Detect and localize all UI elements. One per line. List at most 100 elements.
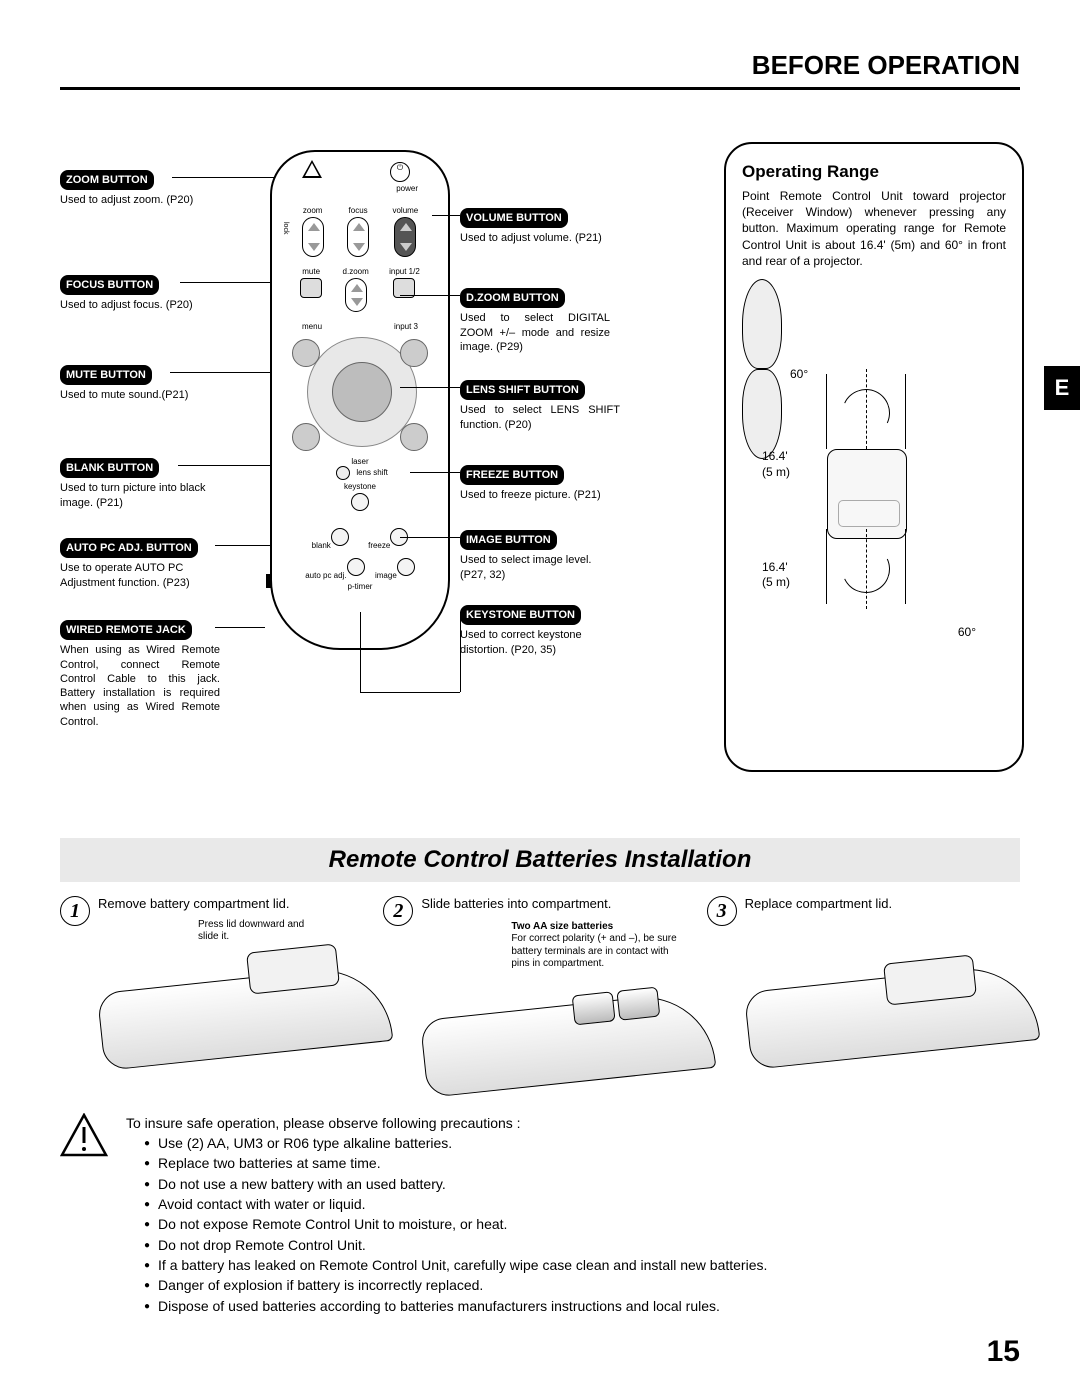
- precautions-text: To insure safe operation, please observe…: [126, 1113, 767, 1316]
- precaution-item: Danger of explosion if battery is incorr…: [144, 1275, 767, 1295]
- precautions-block: To insure safe operation, please observe…: [60, 1113, 1020, 1316]
- leader-line: [172, 177, 282, 178]
- lensshift-label: lens shift: [356, 468, 388, 477]
- callout-wired-desc: When using as Wired Remote Control, conn…: [60, 643, 220, 729]
- step-2: 2 Slide batteries into compartment. Two …: [383, 896, 696, 1083]
- keystone-label-r: keystone: [272, 482, 448, 491]
- callout-lens-desc: Used to select LENS SHIFT function. (P20…: [460, 403, 620, 432]
- callout-volume: VOLUME BUTTON Used to adjust volume. (P2…: [460, 208, 610, 246]
- callout-volume-desc: Used to adjust volume. (P21): [460, 231, 610, 245]
- page-header: BEFORE OPERATION: [60, 50, 1020, 90]
- callout-dzoom: D.ZOOM BUTTON Used to select DIGITAL ZOO…: [460, 288, 610, 354]
- image-button-icon: [397, 558, 415, 576]
- precaution-item: Do not expose Remote Control Unit to moi…: [144, 1214, 767, 1234]
- joystick-area: [272, 337, 448, 447]
- ptimer-label: p-timer: [272, 582, 448, 591]
- remote-outline: ⏻ power lock zoom focus volume mute d.zo…: [270, 150, 450, 650]
- volume-label-r: volume: [392, 206, 418, 215]
- autopc-image-row: auto pc adj. image: [272, 556, 448, 580]
- page-number: 15: [987, 1335, 1020, 1369]
- precaution-item: Dispose of used batteries according to b…: [144, 1296, 767, 1316]
- section-title: Remote Control Batteries Installation: [60, 838, 1020, 882]
- dzoom-rocker-icon: [345, 278, 367, 312]
- callout-freeze: FREEZE BUTTON Used to freeze picture. (P…: [460, 465, 610, 503]
- remote-mid-row: mute d.zoom input 1/2: [272, 267, 448, 312]
- zoom-rocker-icon: [302, 217, 324, 257]
- callout-focus: FOCUS BUTTON Used to adjust focus. (P20): [60, 275, 210, 313]
- step-2-image: [421, 983, 696, 1083]
- callout-zoom: ZOOM BUTTON Used to adjust zoom. (P20): [60, 170, 210, 208]
- autopc-button-icon: [347, 558, 365, 576]
- laser-button-icon: [336, 466, 350, 480]
- blank-label-r: blank: [312, 541, 331, 550]
- precaution-item: If a battery has leaked on Remote Contro…: [144, 1255, 767, 1275]
- precautions-list: Use (2) AA, UM3 or R06 type alkaline bat…: [126, 1133, 767, 1316]
- power-label: power: [396, 184, 418, 193]
- callout-image: IMAGE BUTTON Used to select image level.…: [460, 530, 610, 582]
- callout-freeze-label: FREEZE BUTTON: [460, 465, 564, 485]
- precaution-item: Avoid contact with water or liquid.: [144, 1194, 767, 1214]
- callout-autopc-label: AUTO PC ADJ. BUTTON: [60, 538, 198, 558]
- step-3-text: Replace compartment lid.: [745, 896, 1020, 913]
- remote-top-row: zoom focus volume: [272, 206, 448, 257]
- precaution-item: Replace two batteries at same time.: [144, 1153, 767, 1173]
- callout-mute-desc: Used to mute sound.(P21): [60, 388, 210, 402]
- leader-line: [215, 627, 265, 628]
- battery-icon: [617, 986, 661, 1020]
- power-button-icon: ⏻: [390, 162, 410, 182]
- step-3: 3 Replace compartment lid.: [707, 896, 1020, 1055]
- blank-freeze-row: blank freeze: [272, 526, 448, 550]
- callout-keystone-label: KEYSTONE BUTTON: [460, 605, 581, 625]
- dist1: 16.4': [762, 560, 788, 574]
- freeze-label-r: freeze: [368, 541, 390, 550]
- corner-button-icon: [400, 339, 428, 367]
- operating-range-diagram: 60° 16.4' (5 m) 16.4' (5 m) 60°: [742, 279, 1006, 699]
- callout-dzoom-desc: Used to select DIGITAL ZOOM +/– mode and…: [460, 311, 610, 354]
- leader-line: [180, 282, 276, 283]
- focus-label: focus: [349, 206, 368, 215]
- volume-rocker-icon: [394, 217, 416, 257]
- zoom-label: zoom: [303, 206, 323, 215]
- mute-button-icon: [300, 278, 322, 298]
- input3-label: input 3: [394, 322, 418, 331]
- leader-line: [410, 472, 460, 473]
- autopc-label-r: auto pc adj.: [305, 571, 346, 580]
- callout-freeze-desc: Used to freeze picture. (P21): [460, 488, 610, 502]
- leader-line: [400, 295, 460, 296]
- projector-icon: [827, 449, 907, 539]
- callout-blank-desc: Used to turn picture into black image. (…: [60, 481, 210, 510]
- battery-steps: 1 Remove battery compartment lid. Press …: [60, 896, 1020, 1083]
- callout-autopc: AUTO PC ADJ. BUTTON Use to operate AUTO …: [60, 538, 210, 590]
- dist2: (5 m): [762, 465, 790, 479]
- step-2-note-title: Two AA size batteries: [511, 921, 613, 932]
- step-2-note: Two AA size batteries For correct polari…: [511, 921, 681, 971]
- step-1-image: [98, 956, 373, 1056]
- callout-zoom-desc: Used to adjust zoom. (P20): [60, 193, 210, 207]
- callout-focus-desc: Used to adjust focus. (P20): [60, 298, 210, 312]
- step-1: 1 Remove battery compartment lid. Press …: [60, 896, 373, 1056]
- side-tab-e: E: [1044, 366, 1080, 410]
- step-2-number: 2: [383, 896, 413, 926]
- dzoom-label-r: d.zoom: [343, 267, 369, 276]
- precaution-item: Do not use a new battery with an used ba…: [144, 1174, 767, 1194]
- callout-keystone: KEYSTONE BUTTON Used to correct keystone…: [460, 605, 610, 657]
- corner-button-icon: [292, 423, 320, 451]
- angle-top-label: 60°: [790, 367, 808, 381]
- wired-jack-icon: [266, 574, 272, 588]
- callout-volume-label: VOLUME BUTTON: [460, 208, 568, 228]
- input12-label: input 1/2: [389, 267, 420, 276]
- callout-wired-label: WIRED REMOTE JACK: [60, 620, 192, 640]
- callout-wired: WIRED REMOTE JACK When using as Wired Re…: [60, 620, 220, 729]
- step-1-number: 1: [60, 896, 90, 926]
- blank-button-icon: [331, 528, 349, 546]
- leader-line: [400, 387, 460, 388]
- distance-bot-label: 16.4' (5 m): [762, 560, 790, 591]
- callout-autopc-desc: Use to operate AUTO PC Adjustment functi…: [60, 561, 210, 590]
- step-1-note: Press lid downward and slide it.: [198, 919, 318, 944]
- callout-mute-label: MUTE BUTTON: [60, 365, 152, 385]
- callout-mute: MUTE BUTTON Used to mute sound.(P21): [60, 365, 210, 403]
- leader-line: [360, 692, 460, 693]
- corner-button-icon: [292, 339, 320, 367]
- remote-half-icon: [97, 963, 394, 1071]
- callout-focus-label: FOCUS BUTTON: [60, 275, 159, 295]
